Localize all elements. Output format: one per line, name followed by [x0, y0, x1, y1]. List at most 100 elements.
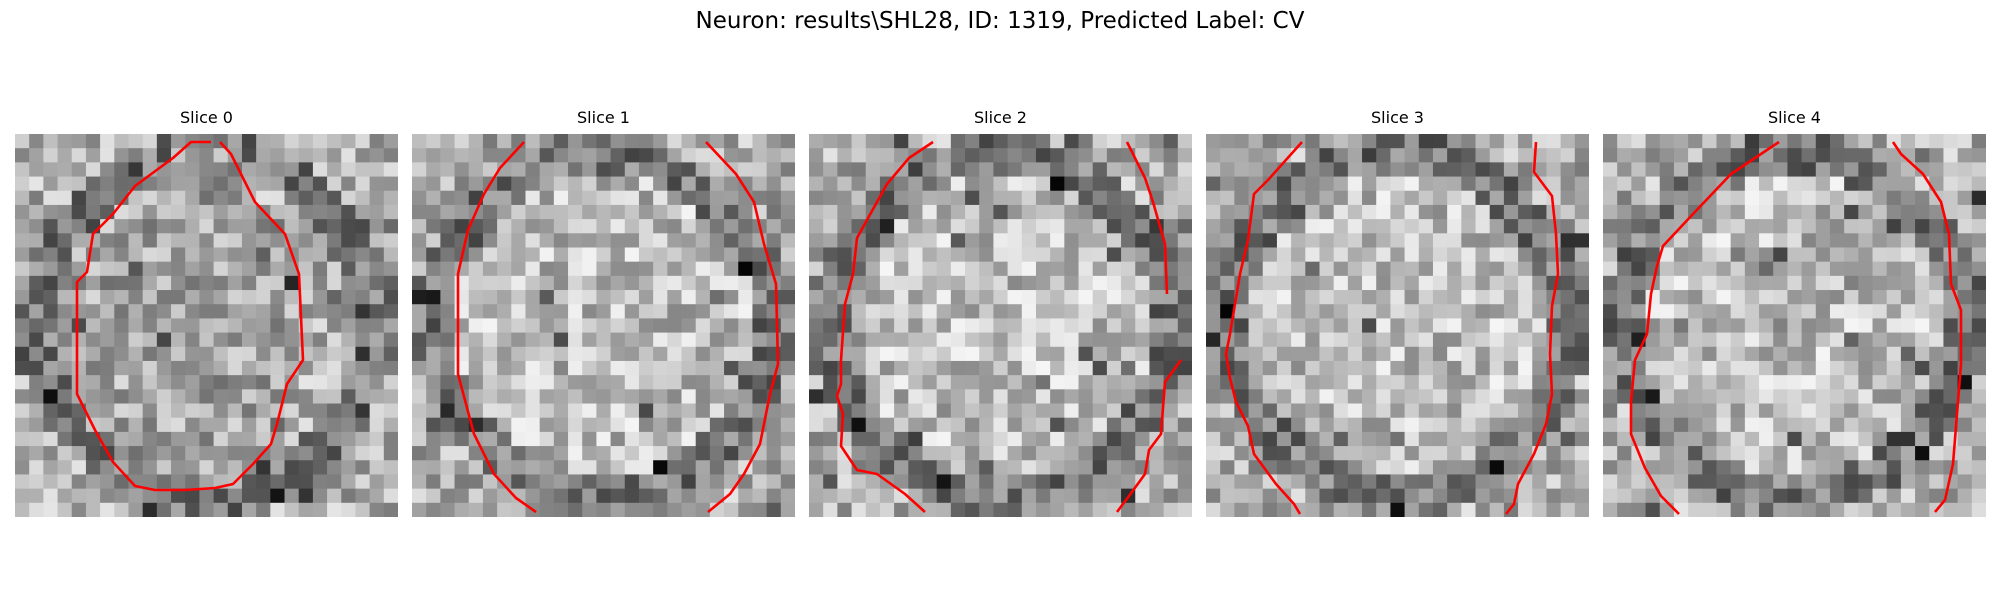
image-pixel	[1390, 134, 1406, 149]
image-pixel	[142, 148, 158, 163]
image-pixel	[412, 431, 427, 447]
image-pixel	[100, 176, 115, 192]
image-pixel	[57, 190, 73, 206]
image-pixel	[1546, 488, 1562, 504]
image-pixel	[1702, 219, 1718, 234]
image-pixel	[950, 204, 966, 220]
image-pixel	[553, 332, 569, 348]
image-pixel	[1092, 389, 1108, 405]
image-pixel	[1829, 304, 1845, 320]
image-pixel	[383, 148, 398, 163]
image-pixel	[1815, 360, 1831, 376]
image-pixel	[85, 134, 101, 149]
image-pixel	[553, 219, 569, 234]
image-pixel	[1092, 290, 1108, 305]
image-pixel	[482, 474, 498, 490]
image-pixel	[1376, 389, 1392, 405]
image-pixel	[412, 502, 427, 517]
image-pixel	[1560, 247, 1576, 263]
image-pixel	[766, 318, 782, 334]
image-pixel	[199, 474, 215, 490]
image-pixel	[454, 190, 470, 206]
image-pixel	[865, 474, 881, 490]
image-pixel	[936, 275, 952, 291]
image-pixel	[43, 375, 59, 390]
image-pixel	[312, 446, 328, 461]
image-pixel	[1404, 403, 1420, 419]
image-pixel	[667, 148, 683, 163]
image-pixel	[993, 247, 1009, 263]
image-pixel	[1829, 346, 1845, 362]
image-pixel	[1106, 375, 1122, 390]
image-pixel	[440, 446, 456, 461]
image-pixel	[369, 176, 385, 192]
image-pixel	[312, 360, 328, 376]
image-pixel	[1957, 474, 1973, 490]
image-pixel	[1376, 219, 1392, 234]
image-pixel	[213, 148, 229, 163]
image-pixel	[1971, 247, 1986, 263]
image-pixel	[1475, 403, 1491, 419]
image-pixel	[114, 290, 130, 305]
image-pixel	[1900, 474, 1916, 490]
image-pixel	[1759, 275, 1774, 291]
image-pixel	[1659, 417, 1675, 433]
image-pixel	[837, 148, 853, 163]
image-pixel	[298, 346, 314, 362]
image-pixel	[227, 304, 243, 320]
image-pixel	[922, 389, 938, 405]
image-pixel	[1730, 219, 1746, 234]
image-pixel	[1773, 431, 1789, 447]
image-pixel	[1035, 290, 1051, 305]
image-pixel	[511, 332, 527, 348]
image-pixel	[1177, 233, 1192, 249]
image-pixel	[1135, 247, 1151, 263]
image-pixel	[1603, 474, 1618, 490]
image-pixel	[497, 474, 512, 490]
image-pixel	[681, 247, 697, 263]
image-pixel	[1163, 219, 1179, 234]
image-pixel	[1518, 134, 1533, 149]
image-pixel	[440, 460, 456, 476]
image-pixel	[128, 162, 144, 178]
image-pixel	[1532, 502, 1548, 517]
image-pixel	[100, 360, 115, 376]
image-pixel	[1546, 389, 1562, 405]
image-pixel	[1021, 261, 1037, 277]
image-pixel	[596, 403, 612, 419]
image-pixel	[1730, 488, 1746, 504]
image-pixel	[412, 247, 427, 263]
image-pixel	[1390, 417, 1406, 433]
image-pixel	[511, 488, 527, 504]
image-pixel	[1716, 460, 1732, 476]
image-pixel	[312, 233, 328, 249]
image-pixel	[539, 346, 555, 362]
image-pixel	[1404, 275, 1420, 291]
image-pixel	[709, 389, 725, 405]
image-pixel	[1432, 204, 1448, 220]
image-pixel	[454, 488, 470, 504]
image-pixel	[85, 403, 101, 419]
image-pixel	[185, 488, 201, 504]
image-pixel	[1503, 162, 1519, 178]
image-pixel	[1007, 148, 1023, 163]
image-pixel	[738, 261, 754, 277]
image-pixel	[1333, 148, 1349, 163]
image-pixel	[837, 460, 853, 476]
image-pixel	[610, 502, 626, 517]
image-pixel	[908, 417, 924, 433]
image-pixel	[851, 403, 867, 419]
image-pixel	[922, 460, 938, 476]
image-pixel	[1050, 176, 1065, 192]
image-pixel	[142, 275, 158, 291]
image-pixel	[1007, 346, 1023, 362]
image-pixel	[497, 290, 512, 305]
image-pixel	[525, 318, 541, 334]
image-pixel	[1418, 474, 1434, 490]
image-pixel	[1206, 318, 1221, 334]
image-pixel	[369, 417, 385, 433]
image-pixel	[440, 417, 456, 433]
image-pixel	[114, 389, 130, 405]
image-pixel	[1035, 176, 1051, 192]
image-pixel	[1829, 332, 1845, 348]
